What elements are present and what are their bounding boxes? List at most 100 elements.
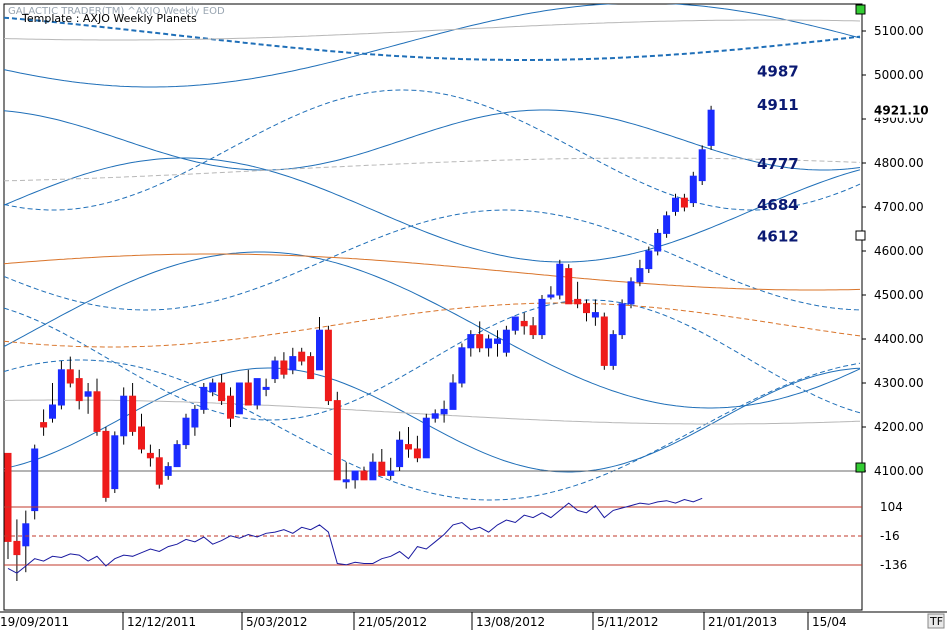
candle-body [235,382,243,415]
date-label: 5/03/2012 [246,615,308,629]
level-label: 4684 [757,196,799,214]
candle-body [556,263,564,296]
plot-area [4,4,862,581]
candle-body [689,175,697,204]
date-label: 5/11/2012 [597,615,659,629]
panel-marker[interactable] [855,462,866,473]
candle-body [378,461,386,476]
level-label: 4911 [757,96,799,114]
candle-body [200,386,208,410]
app-header: GALACTIC TRADER(TM) ^AXJO Weekly EOD [8,6,225,17]
candle-body [663,215,671,234]
candle-body [173,444,181,468]
corner-badge[interactable] [927,613,945,629]
candle-body [440,408,448,415]
candle-body [458,347,466,384]
candle-body [413,448,421,459]
level-label: 4987 [757,63,799,81]
indicator-tick-label: -136 [880,558,907,572]
price-tick-label: 5000.00 [874,68,924,82]
candle-body [129,395,137,432]
planet-curve [4,19,861,41]
candle-body [102,430,110,498]
corner-badge-label: TF [929,615,943,628]
candle-body [298,351,306,362]
price-tick-label: 4300.00 [874,376,924,390]
price-tick-label: 4800.00 [874,156,924,170]
planet-curve [4,299,861,421]
candle-body [680,197,688,208]
panel-marker[interactable] [855,4,866,15]
indicator-tick-label: -16 [880,529,900,543]
template-label: Template : AXJO Weekly Planets [21,12,197,25]
candle-body [529,325,537,336]
candle-body [191,408,199,428]
candle-body [262,386,270,390]
last-price-label: 4921.10 [874,104,929,118]
candle-body [609,334,617,366]
candle-body [333,400,341,481]
candle-body [494,338,501,344]
candle-body [4,452,12,542]
candle-body [280,360,288,375]
planet-curve [4,109,861,171]
planet-curve [4,157,861,182]
indicator-line [7,497,703,574]
candle-body [316,329,323,371]
date-label: 15/04 [812,615,847,629]
candle-body [369,461,377,481]
candle-body [218,382,226,402]
last-price-box [868,101,940,118]
planet-curve [4,359,861,501]
price-tick-label: 4200.00 [874,420,924,434]
candle-body [698,149,706,182]
candle-body [289,356,297,371]
candle-body [645,250,653,270]
plot-frame [3,3,863,611]
candle-body [654,232,662,252]
price-tick-label: 4700.00 [874,200,924,214]
price-tick-label: 4500.00 [874,288,924,302]
candle-body [75,378,83,402]
planet-curve [4,209,861,311]
panel-marker[interactable] [855,230,866,241]
candle-body [120,395,128,437]
date-label: 21/01/2013 [708,615,777,629]
candle-body [547,294,555,298]
candle-body [422,417,430,459]
date-label: 12/12/2011 [127,615,196,629]
candle-body [449,382,457,410]
candle-body [538,298,546,336]
planet-curve [4,367,861,473]
planet-curve [4,157,861,263]
planet-curve [4,251,861,409]
candle-body [574,298,582,305]
candle-body [618,303,626,336]
candle-body [164,466,172,476]
indicator-tick-label: 104 [880,500,903,514]
candle-body [600,316,608,366]
candle-body [396,439,404,468]
candle-body [57,369,65,406]
candle-body [360,470,368,481]
candle-body [565,268,573,305]
planet-curve [4,89,861,211]
candle-body [476,334,484,349]
candle-body [591,312,599,318]
candle-body [182,417,190,446]
date-label: 19/09/2011 [0,615,69,629]
candle-body [111,435,119,490]
candle-body [155,457,163,485]
candle-body [405,444,412,450]
candle-body [22,523,30,547]
candle-body [244,382,252,406]
level-label: 4612 [757,228,799,246]
candle-body [93,391,101,432]
planet-curve [4,253,861,291]
candle-body [502,329,510,353]
candle-body [209,382,217,393]
candle-body [49,404,56,419]
level-label: 4777 [757,155,799,173]
